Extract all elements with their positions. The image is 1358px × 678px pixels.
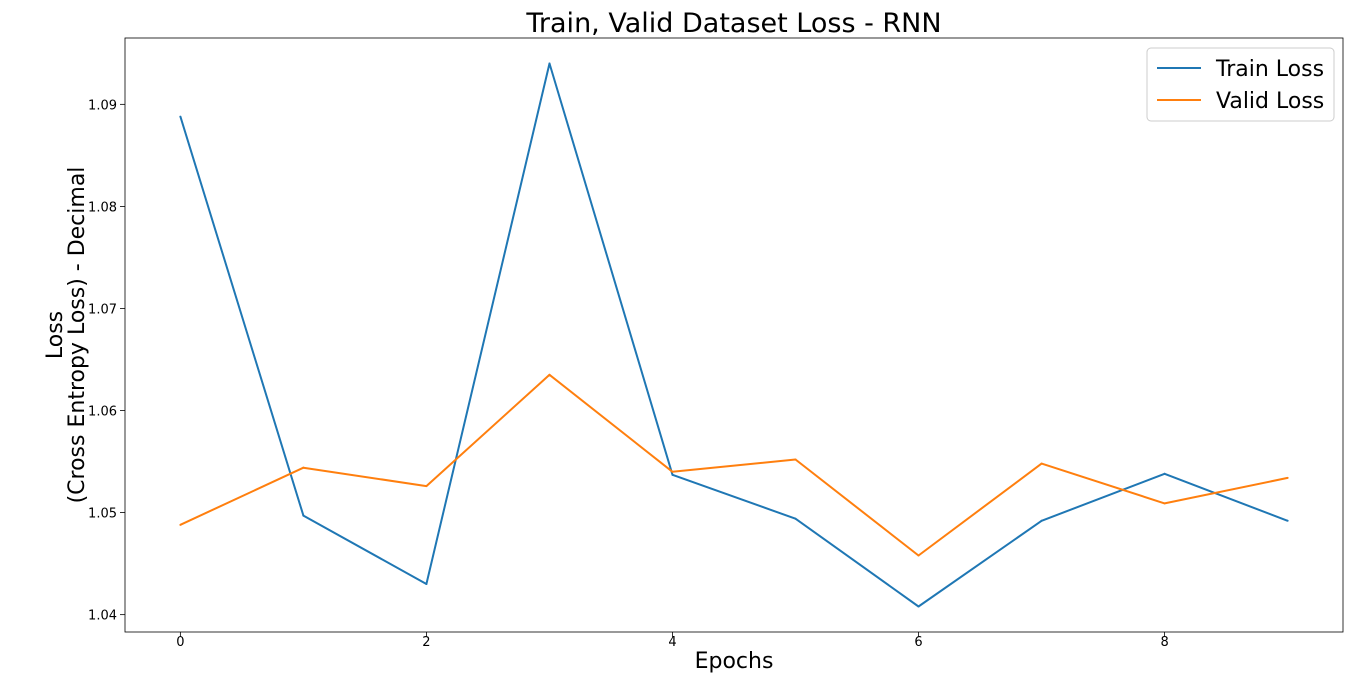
x-tick-label: 6 <box>914 635 922 650</box>
data-point <box>1286 519 1289 522</box>
chart-title: Train, Valid Dataset Loss - RNN <box>525 8 941 39</box>
y-tick-label: 1.08 <box>88 200 117 215</box>
y-axis-label-line-2: (Cross Entropy Loss) - Decimal <box>65 167 90 504</box>
data-point <box>794 517 797 520</box>
data-point <box>917 605 920 608</box>
data-point <box>302 514 305 517</box>
data-point <box>671 470 674 473</box>
data-point <box>917 554 920 557</box>
x-tick-label: 2 <box>422 635 430 650</box>
data-point <box>302 466 305 469</box>
x-tick-label: 0 <box>176 635 184 650</box>
data-point <box>425 485 428 488</box>
x-axis-label: Epochs <box>695 649 774 674</box>
data-point <box>1040 462 1043 465</box>
y-axis-label-line-1: Loss <box>43 311 68 359</box>
data-point <box>1163 472 1166 475</box>
legend-label: Train Loss <box>1215 57 1324 82</box>
y-tick-label: 1.04 <box>88 609 117 624</box>
data-point <box>179 115 182 118</box>
x-tick-label: 4 <box>668 635 676 650</box>
legend-box <box>1146 47 1335 122</box>
data-point <box>794 458 797 461</box>
legend-label: Valid Loss <box>1216 89 1324 114</box>
series-line-train-loss <box>179 62 1288 608</box>
y-tick-label: 1.07 <box>88 302 117 317</box>
y-tick-label: 1.09 <box>88 98 117 113</box>
y-tick-label: 1.06 <box>88 405 117 420</box>
data-point <box>1286 476 1289 479</box>
data-point <box>1040 519 1043 522</box>
x-tick-label: 8 <box>1160 635 1168 650</box>
data-point <box>1163 502 1166 505</box>
series-line-valid-loss <box>179 373 1288 557</box>
data-point <box>548 62 551 65</box>
plot-frame <box>124 37 1344 633</box>
data-point <box>548 373 551 376</box>
data-point <box>179 523 182 526</box>
y-tick-label: 1.05 <box>88 507 117 522</box>
data-point <box>671 473 674 476</box>
data-point <box>425 583 428 586</box>
